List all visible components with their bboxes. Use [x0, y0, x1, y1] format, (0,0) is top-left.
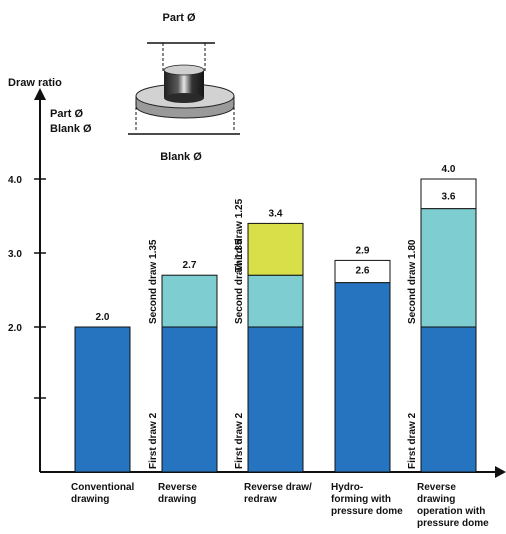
bar-2: 2.7 First draw 2 Second draw 1.35 [148, 239, 218, 473]
category-label: Reverse [417, 482, 456, 493]
bar-segment [334, 259, 391, 284]
blank-dimension-bracket [135, 102, 235, 132]
y-axis-formula-denominator: Blank Ø [50, 123, 92, 135]
y-tick-label: 3.0 [8, 249, 22, 260]
cup-illustration: Part Ø Blank Ø [128, 12, 240, 163]
bar-segment [247, 274, 304, 328]
category-label: operation with [417, 506, 485, 517]
bar-segment [247, 326, 304, 473]
category-label: Conventional [71, 482, 135, 493]
bar-segment [420, 208, 477, 328]
stage-label: Second draw 1.80 [407, 239, 418, 324]
bar-segment [161, 274, 218, 328]
stage-label: Second draw 1.35 [234, 239, 245, 324]
category-label: Reverse draw/ [244, 482, 312, 493]
x-axis-arrow-icon [495, 466, 506, 478]
y-tick-label: 4.0 [8, 175, 22, 186]
category-label: forming with [331, 494, 391, 505]
bars: 2.0 2.7 First draw 2 Second draw 1.35 3.4 Fir… [74, 164, 477, 473]
bar-segment [334, 282, 391, 473]
category-label: drawing [417, 494, 455, 505]
y-tick-label: 2.0 [8, 323, 22, 334]
category-labels: ConventionaldrawingReversedrawingReverse… [71, 482, 489, 529]
stage-label: Second draw 1.35 [148, 239, 159, 324]
category-label: drawing [71, 494, 109, 505]
category-label: pressure dome [417, 518, 489, 529]
y-axis-arrow-icon [34, 88, 46, 100]
bar-segment [420, 178, 477, 210]
category-label: Reverse [158, 482, 197, 493]
value-label: 2.9 [356, 245, 370, 256]
category-label: redraw [244, 494, 277, 505]
bar-1: 2.0 [74, 312, 131, 473]
bar-segment [74, 326, 131, 473]
category-label: Hydro- [331, 482, 363, 493]
bar-segment [161, 326, 218, 473]
bar-segment [247, 222, 304, 276]
stage-label: First draw 2 [407, 412, 418, 469]
stage-label: First draw 2 [234, 412, 245, 469]
stage-label: Third draw 1.25 [234, 198, 245, 272]
y-axis-title: Draw ratio [8, 77, 62, 89]
bar-segment [420, 326, 477, 473]
bar-4: 2.9 2.6 [334, 245, 391, 473]
part-diameter-label: Part Ø [162, 12, 195, 24]
bar-5: 4.0 3.6 First draw 2 Second draw 1.80 [407, 164, 477, 473]
category-label: drawing [158, 494, 196, 505]
y-ticks: 2.0 3.0 4.0 [8, 175, 46, 399]
y-axis-formula-numerator: Part Ø [50, 108, 83, 120]
value-label: 2.6 [356, 266, 370, 277]
stage-label: First draw 2 [148, 412, 159, 469]
value-label: 4.0 [442, 164, 456, 175]
value-label: 3.4 [269, 208, 283, 219]
category-label: pressure dome [331, 506, 403, 517]
cup-top [163, 64, 205, 76]
blank-diameter-label: Blank Ø [160, 151, 202, 163]
value-label: 2.0 [96, 312, 110, 323]
cup-base-rim [164, 93, 204, 103]
value-label: 2.7 [183, 260, 197, 271]
value-label: 3.6 [442, 192, 456, 203]
